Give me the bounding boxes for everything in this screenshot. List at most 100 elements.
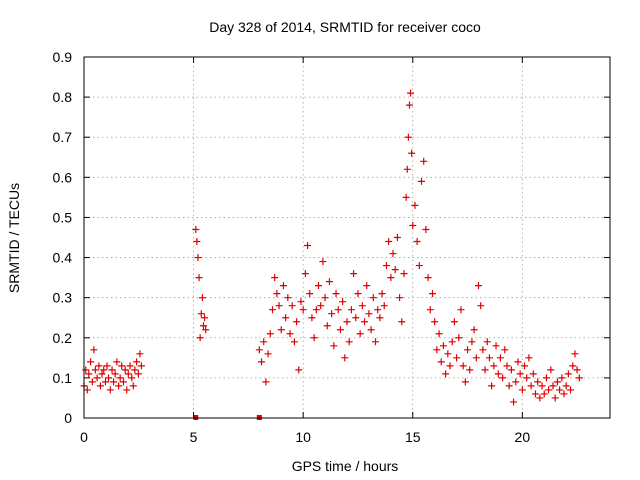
- data-point: [198, 294, 206, 302]
- data-point: [255, 346, 263, 354]
- data-point: [404, 133, 412, 141]
- data-point: [485, 354, 493, 362]
- data-point: [553, 378, 561, 386]
- data-point: [527, 382, 535, 390]
- data-point: [299, 306, 307, 314]
- data-point: [547, 366, 555, 374]
- data-point: [461, 378, 469, 386]
- data-point: [371, 338, 379, 346]
- data-point: [361, 318, 369, 326]
- data-point: [341, 354, 349, 362]
- data-point: [332, 290, 340, 298]
- axes: 0 0.1 0.2 0.3 0.4 0.5 0.6 0.7 0.8 0.9 0 5 10 15 20: [53, 49, 610, 445]
- data-point: [339, 298, 347, 306]
- data-point: [514, 358, 522, 366]
- data-point: [275, 302, 283, 310]
- data-point: [103, 362, 111, 370]
- data-point: [193, 238, 201, 246]
- x-tick-label: 0: [80, 429, 88, 445]
- data-point: [369, 294, 377, 302]
- data-point: [409, 221, 417, 229]
- data-point: [551, 394, 559, 402]
- data-point: [85, 370, 93, 378]
- data-point: [301, 270, 309, 278]
- data-point: [575, 374, 583, 382]
- y-tick-label: 0.9: [53, 49, 73, 65]
- data-point: [115, 382, 123, 390]
- data-point: [277, 326, 285, 334]
- data-point: [197, 310, 205, 318]
- x-tick-label: 5: [190, 429, 198, 445]
- data-point: [363, 282, 371, 290]
- data-point: [126, 362, 134, 370]
- data-point: [133, 358, 141, 366]
- data-point: [288, 302, 296, 310]
- data-point: [131, 366, 139, 374]
- data-point: [315, 282, 323, 290]
- y-tick-label: 0.1: [53, 370, 73, 386]
- data-point: [556, 386, 564, 394]
- data-point: [518, 386, 526, 394]
- data-point: [389, 250, 397, 258]
- data-point: [334, 306, 342, 314]
- data-point: [319, 258, 327, 266]
- data-point: [521, 362, 529, 370]
- data-point: [266, 330, 274, 338]
- y-axis-title: SRMTID / TECUs: [6, 183, 22, 293]
- chart-title: Day 328 of 2014, SRMTID for receiver coc…: [209, 19, 481, 35]
- data-point: [439, 342, 447, 350]
- data-point: [483, 338, 491, 346]
- data-point: [393, 234, 401, 241]
- data-point: [110, 378, 118, 386]
- data-point: [108, 366, 116, 374]
- data-point: [442, 370, 450, 378]
- data-point: [444, 350, 452, 358]
- data-point: [350, 270, 358, 278]
- data-point: [264, 350, 272, 358]
- data-point: [503, 362, 511, 370]
- data-point: [505, 382, 513, 390]
- data-point: [196, 334, 204, 342]
- data-point: [90, 346, 98, 354]
- data-point: [113, 358, 121, 366]
- data-point: [293, 318, 301, 326]
- data-point: [352, 314, 360, 322]
- plot-frame: [83, 56, 611, 419]
- data-point: [310, 334, 318, 342]
- data-point: [560, 390, 568, 398]
- x-axis-title: GPS time / hours: [292, 458, 399, 474]
- data-point: [455, 334, 463, 342]
- data-point: [567, 386, 575, 394]
- data-point: [286, 330, 294, 338]
- data-point: [195, 274, 203, 282]
- data-point: [279, 282, 287, 290]
- data-point: [380, 302, 388, 310]
- data-point: [569, 362, 577, 370]
- data-point: [124, 370, 132, 378]
- data-point: [128, 374, 136, 382]
- data-point: [308, 314, 316, 322]
- data-point: [96, 382, 104, 390]
- data-point: [545, 386, 553, 394]
- data-point: [304, 242, 312, 250]
- data-point: [121, 366, 129, 374]
- data-point: [459, 362, 467, 370]
- data-point: [100, 366, 108, 374]
- data-point: [457, 306, 465, 314]
- data-point: [376, 314, 384, 322]
- data-point: [136, 350, 144, 358]
- data-point: [531, 390, 539, 398]
- data-point: [330, 342, 338, 350]
- data-point: [317, 302, 325, 310]
- data-point: [336, 326, 344, 334]
- y-tick-label: 0.3: [53, 290, 73, 306]
- data-point: [374, 306, 382, 314]
- data-point: [290, 338, 298, 346]
- data-point: [564, 370, 572, 378]
- data-point: [367, 326, 375, 334]
- data-point: [428, 290, 436, 298]
- data-point: [382, 262, 390, 270]
- data-point: [481, 366, 489, 374]
- data-point: [525, 354, 533, 362]
